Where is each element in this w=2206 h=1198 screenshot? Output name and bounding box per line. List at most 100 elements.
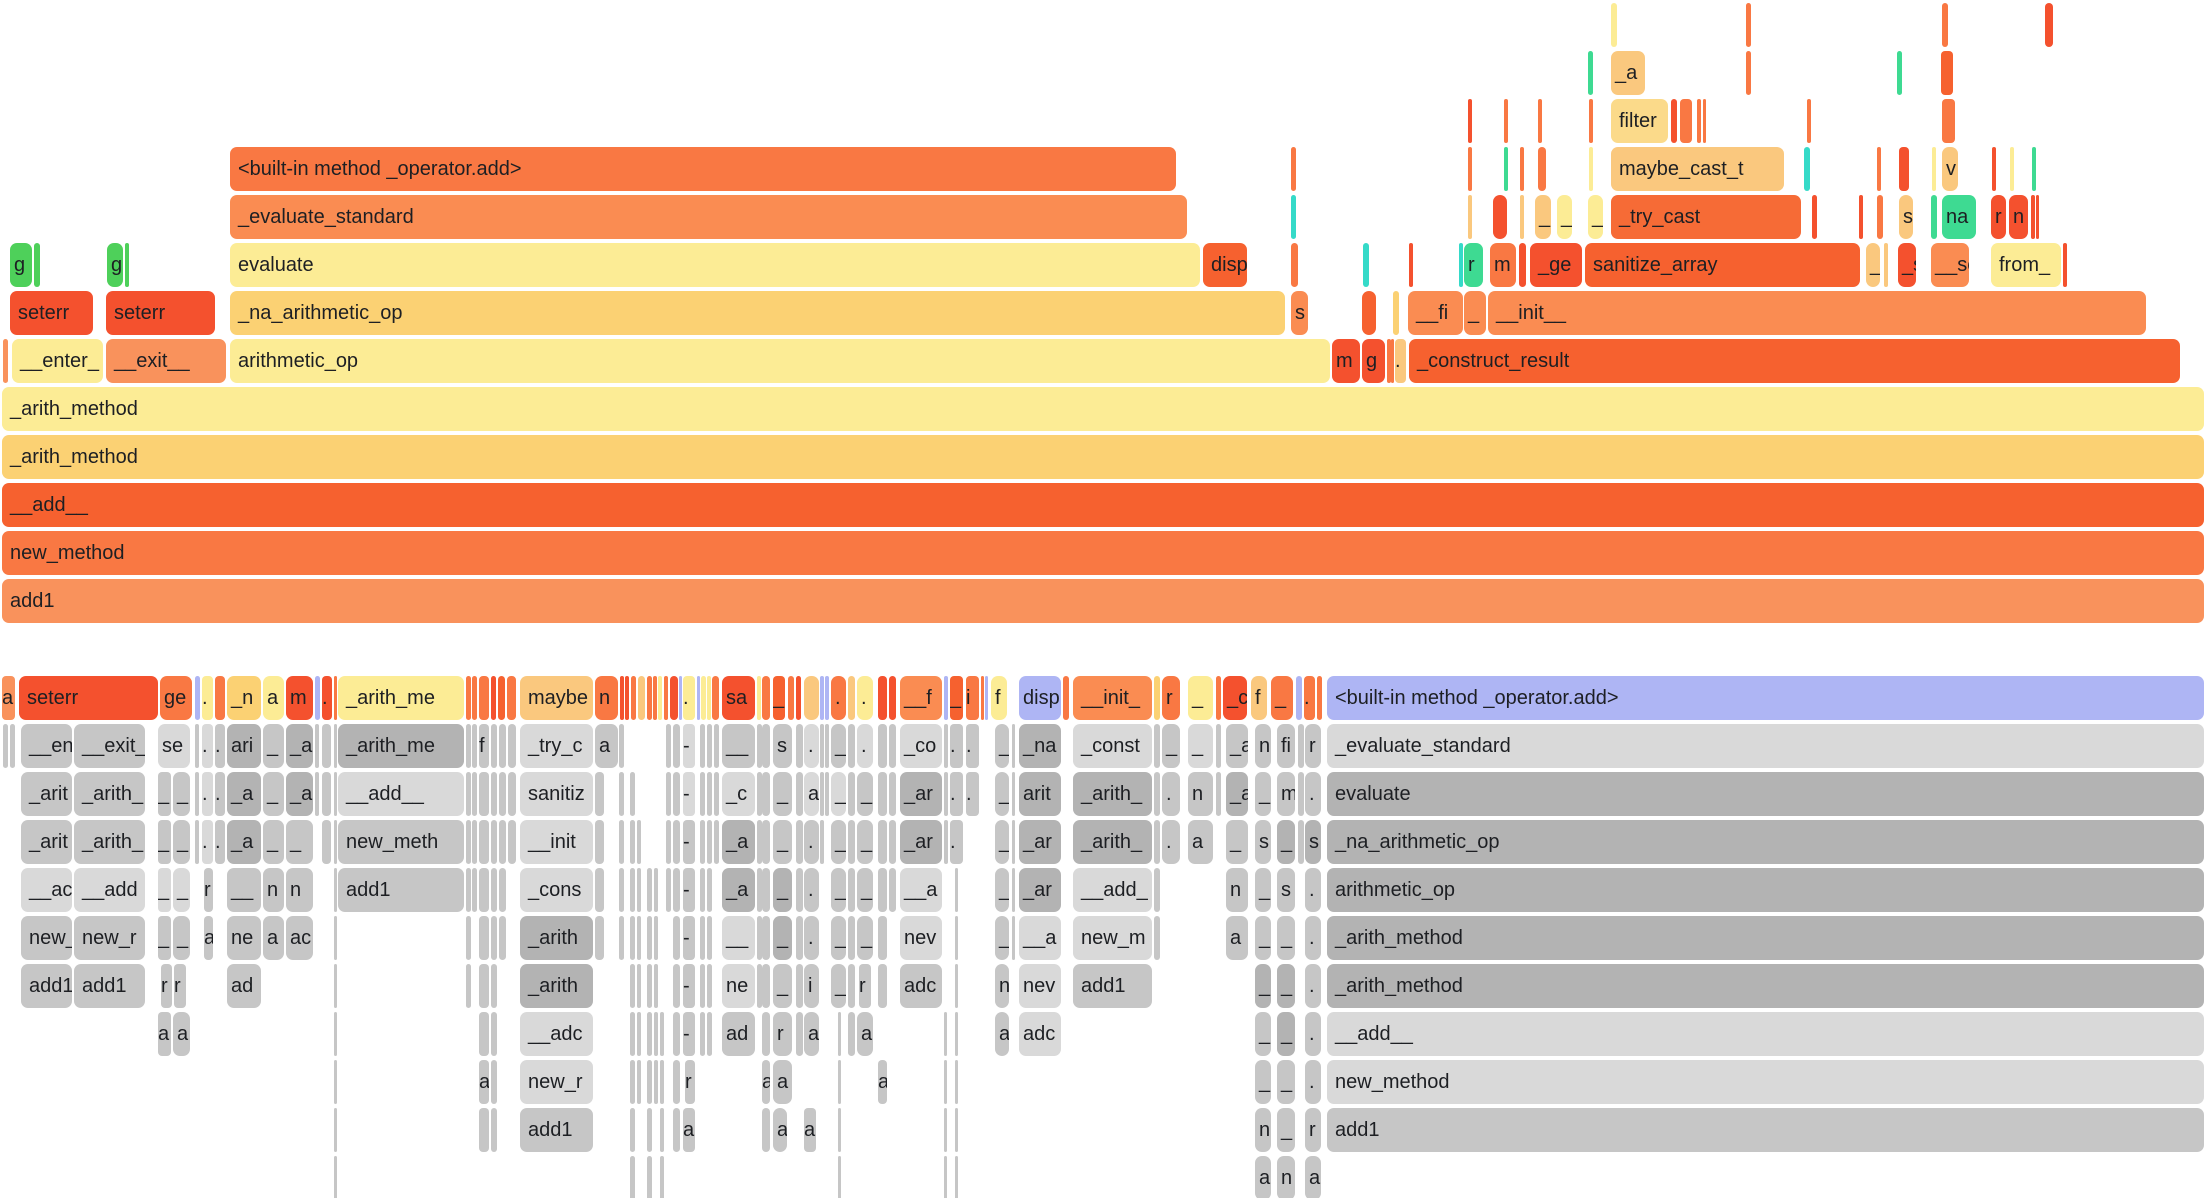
frame-seterr[interactable]: seterr	[10, 291, 93, 335]
frame-sliver[interactable]	[796, 772, 803, 816]
frame-.[interactable]: .	[215, 724, 225, 768]
frame-sliver[interactable]	[878, 964, 887, 1008]
frame-f[interactable]: f	[991, 676, 1007, 720]
frame-sliver[interactable]	[499, 772, 506, 816]
frame-sliver[interactable]	[466, 868, 471, 912]
frame-sliver[interactable]	[762, 1012, 770, 1056]
frame-from_[interactable]: from_	[1991, 243, 2061, 287]
frame-sliver[interactable]	[1387, 339, 1391, 383]
frame-sliver[interactable]	[479, 868, 489, 912]
frame-sliver[interactable]	[472, 772, 477, 816]
frame-_[interactable]: _	[773, 916, 792, 960]
frame-sliver[interactable]	[673, 772, 680, 816]
frame-__add__[interactable]: __add__	[1327, 1012, 2204, 1056]
frame-sliver[interactable]	[1941, 51, 1953, 95]
frame-.[interactable]: .	[683, 676, 695, 720]
frame-sliver[interactable]	[955, 1060, 958, 1104]
frame-sliver[interactable]	[619, 868, 624, 912]
frame-sliver[interactable]	[878, 820, 887, 864]
frame-sliver[interactable]	[2036, 195, 2039, 239]
frame-_arith_me[interactable]: _arith_me	[338, 724, 464, 768]
frame-sliver[interactable]	[714, 820, 719, 864]
frame-_a[interactable]: _a	[227, 772, 261, 816]
frame-_[interactable]: _	[173, 868, 190, 912]
frame-sliver[interactable]	[1859, 195, 1863, 239]
frame-.[interactable]: .	[857, 676, 873, 720]
frame-sliver[interactable]	[631, 676, 636, 720]
frame-r[interactable]: r	[1305, 1108, 1321, 1152]
frame-sliver[interactable]	[889, 724, 896, 768]
frame-sliver[interactable]	[825, 676, 829, 720]
frame-sliver[interactable]	[838, 1060, 841, 1104]
frame-sliver[interactable]	[796, 916, 803, 960]
frame-_[interactable]: _	[950, 676, 963, 720]
frame-_c[interactable]: _c	[722, 772, 755, 816]
frame-sliver[interactable]	[595, 916, 604, 960]
frame-a[interactable]: a	[1255, 1156, 1271, 1198]
frame-sliver[interactable]	[1317, 676, 1322, 720]
frame-sliver[interactable]	[670, 676, 678, 720]
frame-_ge[interactable]: _ge	[1530, 243, 1582, 287]
frame-sliver[interactable]	[673, 1108, 680, 1152]
frame-new_m[interactable]: new_m	[1073, 916, 1152, 960]
frame-sliver[interactable]	[195, 772, 199, 816]
frame-__adc[interactable]: __adc	[520, 1012, 593, 1056]
frame-a[interactable]: a	[1188, 820, 1213, 864]
frame-sliver[interactable]	[1942, 3, 1948, 47]
frame-sliver[interactable]	[1493, 195, 1507, 239]
frame-a[interactable]: a	[857, 1012, 873, 1056]
frame-.[interactable]: .	[804, 868, 819, 912]
frame-__init_[interactable]: __init_	[1073, 676, 1152, 720]
frame-sliver[interactable]	[707, 964, 712, 1008]
frame-a[interactable]: a	[204, 916, 213, 960]
frame-_arith_method[interactable]: _arith_method	[2, 435, 2204, 479]
frame--[interactable]: -	[683, 1012, 695, 1056]
frame-_arith[interactable]: _arith	[520, 916, 593, 960]
frame-_evaluate_standard[interactable]: _evaluate_standard	[1327, 724, 2204, 768]
frame-sliver[interactable]	[334, 1060, 337, 1104]
frame-sliver[interactable]	[955, 1156, 958, 1198]
frame-sliver[interactable]	[701, 676, 706, 720]
frame-_[interactable]: _	[995, 772, 1009, 816]
frame-sliver[interactable]	[630, 1060, 635, 1104]
frame-_[interactable]: _	[773, 772, 792, 816]
frame-sliver[interactable]	[1291, 243, 1298, 287]
frame-sliver[interactable]	[1931, 195, 1937, 239]
frame-sliver[interactable]	[619, 724, 624, 768]
frame-a[interactable]: a	[683, 1108, 695, 1152]
frame-sliver[interactable]	[666, 820, 671, 864]
frame-sliver[interactable]	[848, 868, 855, 912]
frame-.[interactable]: .	[1304, 676, 1315, 720]
frame-a[interactable]: a	[1226, 916, 1248, 960]
frame-<built-in method _operator.add>[interactable]: <built-in method _operator.add>	[230, 147, 1176, 191]
frame-sliver[interactable]	[479, 964, 489, 1008]
frame-sliver[interactable]	[757, 772, 762, 816]
frame-sliver[interactable]	[838, 1012, 841, 1056]
frame-_[interactable]: _	[1588, 195, 1603, 239]
frame-_arith_me[interactable]: _arith_me	[338, 676, 464, 720]
frame-_arith_method[interactable]: _arith_method	[2, 387, 2204, 431]
frame-sliver[interactable]	[472, 724, 477, 768]
frame-_[interactable]: _	[158, 916, 171, 960]
frame-_ar[interactable]: _ar	[1019, 868, 1061, 912]
frame-g[interactable]: g	[107, 243, 123, 287]
frame-sliver[interactable]	[1589, 99, 1593, 143]
frame-sliver[interactable]	[647, 916, 652, 960]
frame-sliver[interactable]	[595, 868, 604, 912]
frame-s[interactable]: s	[1899, 195, 1913, 239]
frame-sa[interactable]: sa	[722, 676, 755, 720]
frame-sliver[interactable]	[2032, 147, 2036, 191]
frame-sliver[interactable]	[1680, 99, 1692, 143]
frame-sliver[interactable]	[762, 820, 770, 864]
frame-sliver[interactable]	[1012, 916, 1015, 960]
frame-sliver[interactable]	[498, 676, 505, 720]
frame-sliver[interactable]	[1932, 147, 1936, 191]
frame-.[interactable]: .	[215, 820, 225, 864]
frame-sliver[interactable]	[944, 1012, 947, 1056]
frame-sliver[interactable]	[707, 820, 712, 864]
frame-m[interactable]: m	[1277, 772, 1295, 816]
frame-sliver[interactable]	[3, 724, 8, 768]
frame-sliver[interactable]	[630, 868, 635, 912]
frame-adc[interactable]: adc	[900, 964, 942, 1008]
frame-sliver[interactable]	[466, 772, 471, 816]
